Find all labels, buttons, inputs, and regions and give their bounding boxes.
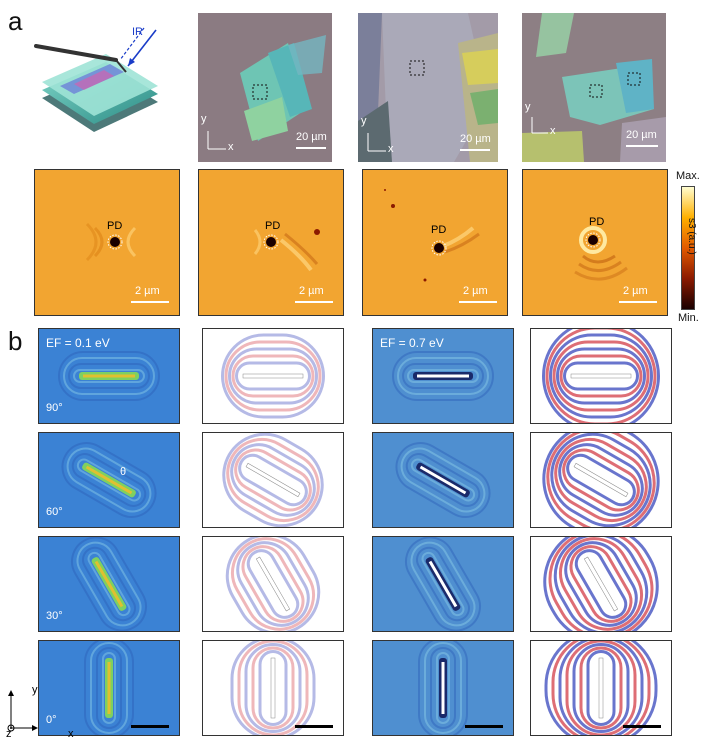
scale-bar-label: 2 µm — [463, 285, 488, 297]
scale-bar-label: 2 µm — [299, 285, 324, 297]
scale-bar — [619, 301, 657, 303]
near-field-image-3: PD 2 µm — [362, 169, 508, 316]
field-map-low-measured-60 — [38, 432, 180, 528]
field-map-high-simulated-60 — [530, 432, 672, 528]
axis-x-label: x — [68, 728, 74, 740]
axis-y-label: y — [32, 684, 38, 696]
field-map-low-simulated-30 — [202, 536, 344, 632]
micrograph-3: y x 20 µm — [522, 13, 666, 162]
ef-label-high: EF = 0.7 eV — [380, 336, 444, 350]
field-map-low-measured-30 — [38, 536, 180, 632]
field-map-high-simulated-30 — [530, 536, 672, 632]
scale-bar — [460, 149, 490, 151]
field-map-low-simulated-0 — [202, 640, 344, 736]
pd-label: PD — [107, 220, 123, 232]
scale-bar-label: 20 µm — [626, 129, 657, 141]
angle-label-90: 90° — [46, 402, 63, 414]
axis-triad — [6, 682, 40, 736]
scale-bar-label: 2 µm — [623, 285, 648, 297]
scale-bar — [295, 301, 333, 303]
colorbar-quantity-label: s3 (a.u.) — [686, 218, 697, 255]
scale-bar-label: 20 µm — [296, 131, 327, 143]
field-map-high-simulated-0 — [530, 640, 672, 736]
angle-label-30: 30° — [46, 610, 63, 622]
panel-a-letter: a — [8, 6, 23, 36]
field-map-high-measured-60 — [372, 432, 514, 528]
theta-label: θ — [120, 466, 127, 478]
micrograph-2: y x 20 µm — [358, 13, 498, 162]
angle-label-60: 60° — [46, 506, 63, 518]
field-map-low-simulated-90 — [202, 328, 344, 424]
pd-label: PD — [431, 224, 447, 236]
axis-y-label: y — [201, 113, 207, 125]
micrograph-1: y x 20 µm — [198, 13, 332, 162]
panel-b-grid — [38, 328, 672, 736]
device-schematic: IR — [34, 20, 164, 150]
axis-x-label: x — [388, 143, 394, 155]
axis-y-label: y — [361, 115, 367, 127]
field-map-low-measured-90 — [38, 328, 180, 424]
pd-label: PD — [589, 216, 605, 228]
scale-bar-label: 20 µm — [460, 133, 491, 145]
field-map-high-measured-90 — [372, 328, 514, 424]
near-field-image-1: PD 2 µm — [34, 169, 180, 316]
pd-label: PD — [265, 220, 281, 232]
field-map-low-simulated-60 — [202, 432, 344, 528]
ir-label: IR — [132, 26, 143, 38]
scale-bar — [131, 301, 169, 303]
ef-label-low: EF = 0.1 eV — [46, 336, 110, 350]
field-map-high-measured-0 — [372, 640, 514, 736]
colorbar-max-label: Max. — [676, 170, 700, 182]
axis-x-label: x — [228, 141, 234, 153]
field-map-low-measured-0 — [38, 640, 180, 736]
axis-y-label: y — [525, 101, 531, 113]
axis-z-label: z — [6, 728, 12, 740]
panel-b-letter: b — [8, 326, 23, 356]
near-field-image-2: PD 2 µm — [198, 169, 344, 316]
field-map-high-measured-30 — [372, 536, 514, 632]
angle-label-0: 0° — [46, 714, 57, 726]
scale-bar — [626, 145, 658, 147]
near-field-image-4: PD 2 µm — [522, 169, 668, 316]
colorbar-min-label: Min. — [678, 312, 699, 324]
scale-bar — [459, 301, 497, 303]
axis-x-label: x — [550, 125, 556, 137]
scale-bar-label: 2 µm — [135, 285, 160, 297]
field-map-high-simulated-90 — [530, 328, 672, 424]
colorbar — [681, 186, 695, 310]
scale-bar — [296, 147, 326, 149]
